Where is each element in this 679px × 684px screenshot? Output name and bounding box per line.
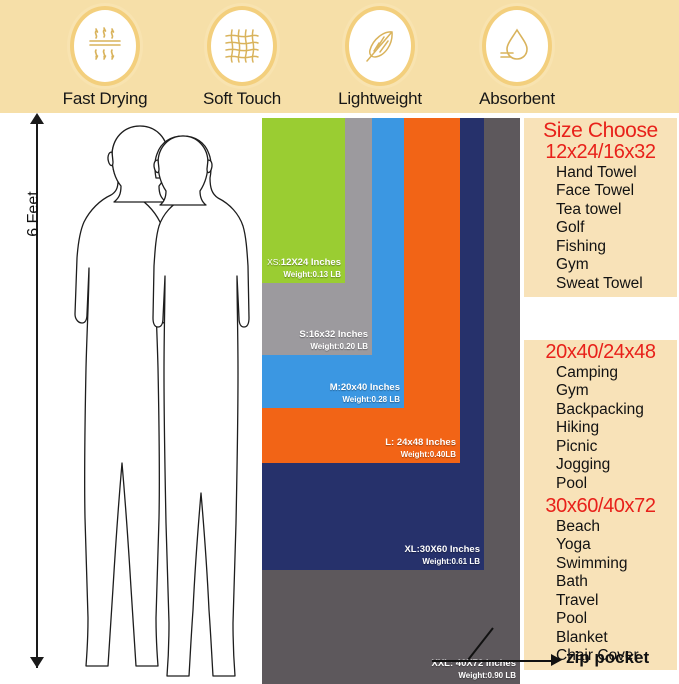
size-panel-small: Size Choose 12x24/16x32 Hand Towel Face … [524,118,677,298]
towel-caption-s: S:16x32 Inches Weight:0.20 LB [299,329,368,351]
list-item: Face Towel [556,182,635,200]
silhouette-ear-left-short [153,159,160,174]
towel-rect-xs[interactable]: XS:12X24 Inches Weight:0.13 LB [262,118,345,283]
human-silhouettes [74,125,250,677]
feature-soft-touch: Soft Touch [167,6,317,113]
feature-label: Lightweight [338,89,422,108]
panel-use-list: Hand Towel Face Towel Tea towel Golf Fis… [524,164,677,293]
list-item: Swimming [556,554,628,572]
feature-label: Soft Touch [202,89,282,108]
woven-mesh-icon [225,29,259,63]
size-panel-large: 30x60/40x72 Beach Yoga Swimming Bath Tra… [524,494,677,670]
towel-caption-xs: XS:12X24 Inches Weight:0.13 LB [267,257,341,279]
list-item: Pool [556,610,588,628]
scale-axis-line [36,120,38,668]
list-item: Fishing [556,237,606,255]
silhouette-tall-person [74,127,170,667]
list-item: Jogging [556,456,611,474]
feature-header-band: Fast Drying Soft Touch [0,0,679,113]
water-droplet-icon [500,28,528,60]
zip-pocket-arrowhead-icon [551,654,562,666]
feature-fast-drying: Fast Drying [30,6,180,113]
zip-pocket-label: zip pocket [566,648,650,667]
panel-size-title: 20x40/24x48 [545,341,656,363]
panel-heading: Size Choose [543,119,658,142]
towel-size-stack: XXL: 40X72 Inches Weight:0.90 LB XL:30X6… [262,118,520,684]
list-item: Gym [556,382,589,400]
towel-caption-xl: XL:30X60 Inches Weight:0.61 LB [404,544,480,566]
list-item: Beach [556,518,600,535]
list-item: Pool [556,474,588,492]
panel-size-title: 30x60/40x72 [545,495,656,517]
scale-arrow-bottom [30,657,44,668]
feature-absorbent: Absorbent [442,6,592,113]
size-panel-medium: 20x40/24x48 Camping Gym Backpacking Hiki… [524,340,677,498]
list-item: Tea towel [556,200,622,218]
towel-caption-m: M:20x40 Inches Weight:0.28 LB [329,382,400,404]
feature-icon-circle [345,6,415,86]
steam-lines-icon [89,27,121,60]
feature-label: Fast Drying [62,89,148,108]
list-item: Gym [556,256,589,274]
feature-icon-circle [207,6,277,86]
feather-icon [366,31,393,62]
list-item: Golf [556,219,585,237]
list-item: Chair Cover [556,647,639,665]
towel-caption-xxl: XXL: 40X72 Inches Weight:0.90 LB [431,658,517,680]
scale-height-label: 6 Feet [25,191,42,237]
silhouette-ear-left-tall [107,151,114,167]
panel-use-list: Camping Gym Backpacking Hiking Picnic Jo… [524,364,677,493]
scale-arrow-top [30,113,44,124]
list-item: Camping [556,364,619,381]
feature-icon-circle [70,6,140,86]
silhouette-short-person [152,135,250,677]
silhouette-head-short [157,135,209,206]
zip-pocket-leader-line [432,660,557,662]
list-item: Backpacking [556,400,644,418]
list-item: Blanket [556,628,608,646]
feature-icon-circle [482,6,552,86]
towel-caption-l: L: 24x48 Inches Weight:0.40LB [385,437,456,459]
list-item: Hiking [556,419,600,437]
panel-use-list: Beach Yoga Swimming Bath Travel Pool Bla… [524,518,677,666]
list-item: Bath [556,573,588,591]
panel-size-title: 12x24/16x32 [545,141,656,164]
list-item: Picnic [556,437,598,455]
silhouette-ear-right-short [206,159,213,174]
list-item: Yoga [556,536,591,554]
list-item: Travel [556,591,599,609]
feature-label: Absorbent [479,89,555,108]
list-item: Hand Towel [556,164,637,182]
list-item: Sweat Towel [556,274,643,292]
feature-lightweight: Lightweight [305,6,455,113]
